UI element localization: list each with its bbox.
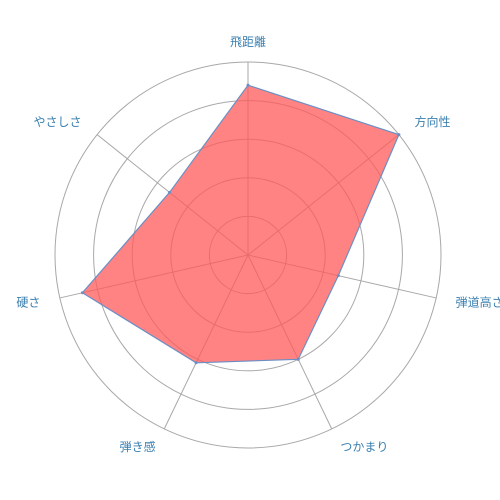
data-point-5 (194, 361, 198, 365)
data-point-2 (397, 133, 401, 137)
data-point-4 (296, 357, 300, 361)
axis-label-4: つかまり (340, 440, 388, 454)
axis-label-1: 飛距離 (230, 35, 266, 49)
radar-series (80, 83, 401, 365)
data-point-6 (80, 291, 84, 295)
axis-label-2: 方向性 (415, 114, 451, 129)
data-point-1 (246, 83, 250, 87)
axis-label-7: やさしさ (33, 115, 81, 129)
axis-label-6: 硬さ (16, 295, 40, 309)
axis-label-5: 弾き感 (120, 439, 156, 454)
data-point-3 (336, 274, 340, 278)
data-point-7 (168, 190, 172, 194)
series-area-1 (81, 84, 400, 364)
axis-label-3: 弾道高さ (456, 294, 500, 309)
